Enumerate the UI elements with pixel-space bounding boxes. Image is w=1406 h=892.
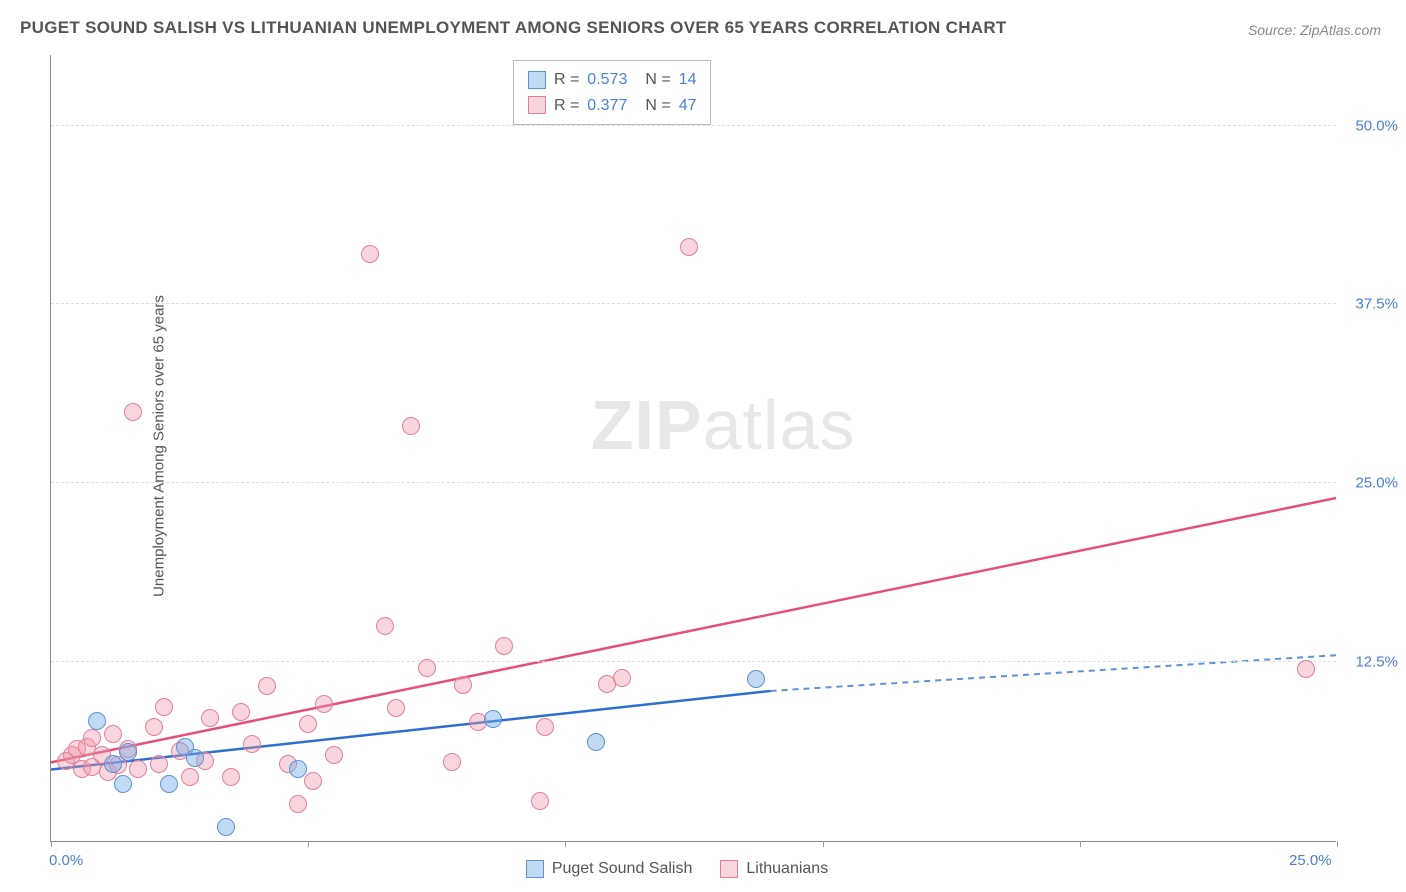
r-label: R = [554, 93, 579, 119]
scatter-point-lithuanians [243, 735, 261, 753]
watermark-light: atlas [703, 386, 856, 464]
legend-item: Lithuanians [720, 860, 828, 878]
scatter-point-lithuanians [536, 718, 554, 736]
scatter-point-lithuanians [325, 746, 343, 764]
stats-row: R = 0.573 N = 14 [528, 67, 697, 93]
scatter-point-lithuanians [104, 725, 122, 743]
n-label: N = [645, 93, 670, 119]
scatter-point-lithuanians [258, 677, 276, 695]
n-value: 14 [679, 67, 697, 93]
x-tick [1080, 841, 1081, 847]
x-tick-label: 25.0% [1289, 852, 1332, 869]
x-tick [1337, 841, 1338, 847]
scatter-point-salish [217, 818, 235, 836]
scatter-point-lithuanians [299, 715, 317, 733]
legend-label: Puget Sound Salish [552, 860, 693, 878]
legend-label: Lithuanians [746, 860, 828, 878]
scatter-point-lithuanians [201, 709, 219, 727]
gridline [51, 303, 1336, 304]
scatter-point-salish [186, 749, 204, 767]
legend-swatch [526, 860, 544, 878]
gridline [51, 482, 1336, 483]
stats-row: R = 0.377 N = 47 [528, 93, 697, 119]
y-tick-label: 25.0% [1355, 475, 1398, 492]
legend-item: Puget Sound Salish [526, 860, 693, 878]
x-tick-label: 0.0% [49, 852, 83, 869]
scatter-point-lithuanians [124, 403, 142, 421]
scatter-point-salish [104, 755, 122, 773]
scatter-point-lithuanians [304, 772, 322, 790]
scatter-point-salish [587, 733, 605, 751]
x-tick [823, 841, 824, 847]
trend-line [51, 498, 1336, 762]
scatter-point-lithuanians [315, 695, 333, 713]
y-tick-label: 37.5% [1355, 296, 1398, 313]
legend-swatch [528, 71, 546, 89]
n-label: N = [645, 67, 670, 93]
gridline [51, 661, 1336, 662]
plot-area: ZIPatlas 12.5%25.0%37.5%50.0%0.0%25.0% [50, 55, 1336, 842]
chart-title: PUGET SOUND SALISH VS LITHUANIAN UNEMPLO… [20, 18, 1007, 38]
scatter-point-lithuanians [402, 417, 420, 435]
scatter-point-lithuanians [83, 729, 101, 747]
scatter-point-lithuanians [232, 703, 250, 721]
legend-swatch [720, 860, 738, 878]
scatter-point-salish [484, 710, 502, 728]
scatter-point-salish [88, 712, 106, 730]
scatter-point-lithuanians [613, 669, 631, 687]
scatter-point-lithuanians [289, 795, 307, 813]
source-attribution: Source: ZipAtlas.com [1248, 22, 1381, 38]
scatter-point-salish [747, 670, 765, 688]
scatter-point-lithuanians [443, 753, 461, 771]
scatter-point-lithuanians [155, 698, 173, 716]
scatter-point-lithuanians [418, 659, 436, 677]
trend-lines-layer [51, 55, 1336, 841]
scatter-point-lithuanians [129, 760, 147, 778]
legend-swatch [528, 96, 546, 114]
scatter-point-lithuanians [387, 699, 405, 717]
r-value: 0.377 [587, 93, 627, 119]
r-value: 0.573 [587, 67, 627, 93]
stats-legend: R = 0.573 N = 14 R = 0.377 N = 47 [513, 60, 712, 125]
scatter-point-salish [289, 760, 307, 778]
scatter-point-lithuanians [361, 245, 379, 263]
scatter-point-lithuanians [1297, 660, 1315, 678]
scatter-point-lithuanians [531, 792, 549, 810]
watermark-bold: ZIP [591, 386, 703, 464]
x-tick [308, 841, 309, 847]
bottom-legend: Puget Sound Salish Lithuanians [526, 860, 828, 878]
scatter-point-lithuanians [454, 676, 472, 694]
scatter-point-salish [119, 743, 137, 761]
x-tick [565, 841, 566, 847]
scatter-point-lithuanians [680, 238, 698, 256]
scatter-point-lithuanians [145, 718, 163, 736]
y-tick-label: 50.0% [1355, 117, 1398, 134]
scatter-point-lithuanians [150, 755, 168, 773]
watermark: ZIPatlas [591, 385, 856, 465]
scatter-point-salish [160, 775, 178, 793]
scatter-point-lithuanians [495, 637, 513, 655]
scatter-point-lithuanians [376, 617, 394, 635]
r-label: R = [554, 67, 579, 93]
x-tick [51, 841, 52, 847]
y-tick-label: 12.5% [1355, 654, 1398, 671]
scatter-point-lithuanians [222, 768, 240, 786]
scatter-point-lithuanians [181, 768, 199, 786]
scatter-point-salish [114, 775, 132, 793]
n-value: 47 [679, 93, 697, 119]
